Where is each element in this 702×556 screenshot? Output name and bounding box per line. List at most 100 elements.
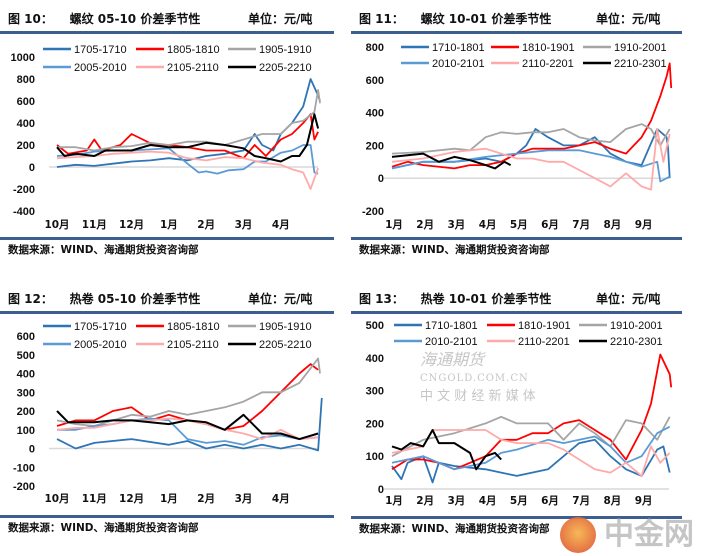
legend-label: 2010-2101 — [425, 336, 478, 348]
y-tick-label: 400 — [366, 108, 384, 120]
x-tick-label: 10月 — [44, 493, 69, 505]
x-tick-label: 3月 — [447, 495, 465, 507]
y-tick-label: -200 — [13, 481, 35, 493]
chart-unit: 单位：元/吨 — [248, 292, 313, 306]
series-line-2105-2110 — [56, 150, 319, 190]
x-tick-label: 9月 — [635, 219, 653, 231]
x-tick-label: 3月 — [447, 219, 465, 231]
legend-label: 1805-1810 — [167, 321, 220, 333]
series-line-1810-1901 — [391, 353, 673, 471]
y-tick-label: -100 — [13, 462, 35, 474]
x-tick-label: 2月 — [197, 219, 215, 231]
x-tick-label: 6月 — [541, 219, 559, 231]
series-line-1705-1710 — [56, 78, 321, 168]
y-tick-label: 100 — [17, 425, 35, 437]
y-tick-label: 0 — [378, 484, 384, 496]
x-tick-label: 7月 — [572, 219, 590, 231]
x-tick-label: 12月 — [119, 493, 144, 505]
x-tick-label: 4月 — [272, 219, 290, 231]
y-tick-label: 400 — [17, 369, 35, 381]
x-tick-label: 5月 — [510, 495, 528, 507]
x-tick-label: 3月 — [235, 219, 253, 231]
y-tick-label: 300 — [17, 387, 35, 399]
legend-label: 2005-2010 — [74, 339, 127, 351]
y-tick-label: 600 — [366, 75, 384, 87]
source-note: 数据来源：WIND、海通期货投资咨询部 — [8, 244, 199, 256]
y-tick-label: 600 — [17, 331, 35, 343]
title-rule — [351, 311, 682, 314]
chart-panel-rebar-10-01: 图 11： 螺纹 10-01 价差季节性 单位：元/吨 -200 0 200 400 6… — [351, 0, 702, 276]
y-tick-label: 1000 — [11, 52, 35, 64]
chart-unit: 单位：元/吨 — [596, 12, 661, 26]
legend-label: 1705-1710 — [74, 321, 127, 333]
x-tick-label: 1月 — [385, 219, 403, 231]
series-line-2110-2201 — [391, 429, 671, 477]
legend-label: 2110-2201 — [522, 58, 574, 70]
x-tick-label: 8月 — [603, 219, 621, 231]
y-tick-label: 500 — [17, 350, 35, 362]
chart-svg: -400 -200 0 200 400 600 800 1000 10月 11月 12月 1月 2月 3月… — [11, 44, 321, 231]
legend-label: 2205-2210 — [259, 62, 312, 74]
x-tick-label: 1月 — [160, 493, 178, 505]
chart-title: 图 13： 热卷 10-01 价差季节性 — [359, 292, 552, 306]
x-tick-label: 1月 — [385, 495, 403, 507]
y-tick-label: 0 — [378, 173, 384, 185]
chart-svg: 0 100 200 300 400 500 1月 2月 3月 4月 5月 6月 7月 8月 9月 1710-1… — [366, 320, 673, 507]
chart-svg: -200 0 200 400 600 800 1月 2月 3月 4月 5月 6月 7月 8月 9月 1710-… — [362, 42, 673, 231]
y-tick-label: 200 — [17, 140, 35, 152]
y-tick-label: 200 — [17, 406, 35, 418]
x-tick-label: 2月 — [197, 493, 215, 505]
x-tick-label: 11月 — [82, 219, 107, 231]
chart-svg: -200 -100 0 100 200 300 400 500 600 10月 11月 12月 1月 2月… — [13, 321, 323, 505]
legend-label: 2210-2301 — [610, 336, 663, 348]
legend-label: 1810-1901 — [518, 320, 571, 332]
y-tick-label: 200 — [366, 418, 384, 430]
series-line-1705-1710 — [56, 397, 323, 452]
y-tick-label: 500 — [366, 320, 384, 332]
legend-label: 1710-1801 — [425, 320, 478, 332]
x-tick-label: 4月 — [479, 219, 497, 231]
chart-unit: 单位：元/吨 — [248, 12, 313, 26]
series-line-2205-2210 — [56, 410, 319, 441]
y-tick-label: -400 — [13, 206, 35, 218]
series-line-1805-1810 — [56, 113, 319, 160]
legend-label: 2110-2201 — [518, 336, 570, 348]
series-line-2210-2301 — [391, 429, 502, 471]
legend-label: 2205-2210 — [259, 339, 312, 351]
title-rule — [351, 31, 682, 34]
legend-label: 2210-2301 — [614, 58, 667, 70]
chart-title: 图 10： 螺纹 05-10 价差季节性 — [8, 12, 201, 26]
y-tick-label: -200 — [13, 184, 35, 196]
chart-unit: 单位：元/吨 — [596, 292, 661, 306]
legend-label: 1710-1801 — [432, 42, 485, 54]
y-tick-label: -200 — [362, 206, 384, 218]
watermark-brand: 海通期货 — [420, 350, 485, 369]
source-note: 数据来源：WIND、海通期货投资咨询部 — [359, 523, 550, 535]
series-line-2005-2010 — [57, 417, 319, 446]
x-tick-label: 3月 — [235, 493, 253, 505]
footer-rule — [351, 237, 682, 240]
series-line-2210-2301 — [391, 152, 512, 170]
chart-panel-hrc-05-10: 图 12： 热卷 05-10 价差季节性 单位：元/吨 -200 -100 0 100… — [0, 280, 351, 556]
series-line-1710-1801 — [391, 128, 671, 179]
chart-title: 图 12： 热卷 05-10 价差季节性 — [8, 292, 201, 306]
watermark-logo-icon — [560, 517, 596, 553]
source-note: 数据来源：WIND、海通期货投资咨询部 — [8, 522, 199, 534]
y-tick-label: 0 — [29, 162, 35, 174]
x-tick-label: 10月 — [44, 219, 69, 231]
legend-label: 1810-1901 — [522, 42, 575, 54]
legend-label: 2005-2010 — [74, 62, 127, 74]
watermark-url: CNGOLD.COM.CN — [420, 373, 529, 384]
legend-label: 2105-2110 — [167, 62, 219, 74]
y-tick-label: 600 — [17, 96, 35, 108]
footer-rule — [0, 237, 334, 240]
x-tick-label: 6月 — [541, 495, 559, 507]
legend-label: 1905-1910 — [259, 321, 312, 333]
y-tick-label: 800 — [17, 74, 35, 86]
x-tick-label: 4月 — [479, 495, 497, 507]
x-tick-label: 9月 — [635, 495, 653, 507]
x-tick-label: 1月 — [160, 219, 178, 231]
y-tick-label: 200 — [366, 140, 384, 152]
x-tick-label: 4月 — [272, 493, 290, 505]
legend-label: 1805-1810 — [167, 44, 220, 56]
